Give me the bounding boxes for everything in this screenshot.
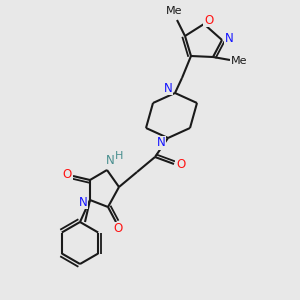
Text: N: N — [106, 154, 114, 167]
Text: O: O — [176, 158, 186, 172]
Text: N: N — [164, 82, 172, 94]
Text: O: O — [113, 223, 123, 236]
Text: N: N — [225, 32, 233, 44]
Text: O: O — [62, 167, 72, 181]
Text: Me: Me — [166, 6, 182, 16]
Text: N: N — [79, 196, 87, 208]
Text: H: H — [115, 151, 123, 161]
Text: N: N — [157, 136, 165, 149]
Text: Me: Me — [231, 56, 247, 66]
Text: O: O — [204, 14, 214, 26]
